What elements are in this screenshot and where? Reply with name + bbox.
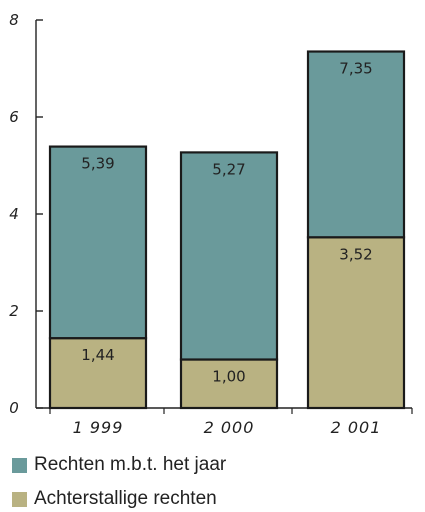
bars [48,50,406,410]
bar-value-label: 1,44 [81,346,114,364]
bar-value-label: 5,27 [212,160,245,178]
bar-segment [306,50,406,239]
legend-item-achterstallig: Achterstallige rechten [12,486,226,512]
x-category-label: 2 000 [204,418,255,437]
data-labels: 1,44 5,39 1 999 1,00 5,27 2 000 3,52 7,35 2 001 [73,60,382,437]
legend-label-achterstallig: Achterstallige rechten [34,488,217,509]
bar-segment [179,151,279,361]
bar-value-label: 1,00 [212,368,245,386]
y-tick-label: 0 [9,399,19,417]
y-tick-label: 2 [9,302,19,320]
bar-value-label: 7,35 [339,60,372,78]
x-category-label: 1 999 [73,418,124,437]
bar-value-label: 5,39 [81,155,114,173]
y-tick-label: 6 [9,108,19,126]
legend-swatch-rechten [12,457,27,473]
bar-segment [306,236,406,410]
y-tick-label: 4 [9,205,19,223]
x-category-label: 2 001 [331,418,382,437]
bar-segment [48,145,148,340]
stacked-bar-chart: 0 2 4 6 8 1,44 5,39 1 999 1,00 5,27 2 000 3,52 7,35… [9,11,413,437]
bar-segment [179,358,279,410]
legend-swatch-achterstallig [12,491,27,507]
y-tick-label: 8 [9,11,19,29]
legend-item-rechten: Rechten m.b.t. het jaar [12,452,226,478]
legend-label-rechten: Rechten m.b.t. het jaar [34,454,227,475]
bar-value-label: 3,52 [339,245,372,263]
legend: Rechten m.b.t. het jaar Achterstallige r… [12,452,226,512]
